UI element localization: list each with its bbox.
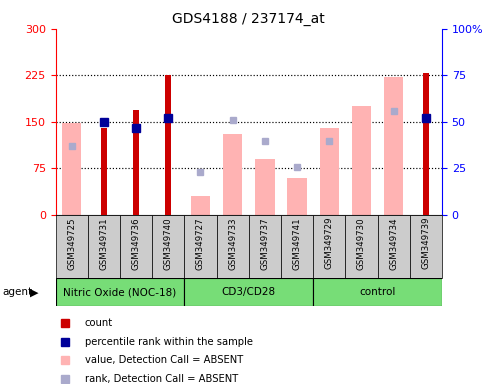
Bar bbox=[120, 215, 152, 278]
Bar bbox=[410, 215, 442, 278]
Text: GSM349737: GSM349737 bbox=[260, 217, 270, 270]
Text: GSM349733: GSM349733 bbox=[228, 217, 237, 270]
Text: GSM349727: GSM349727 bbox=[196, 217, 205, 270]
Bar bbox=[133, 109, 139, 215]
Bar bbox=[216, 215, 249, 278]
Text: CD3/CD28: CD3/CD28 bbox=[222, 287, 276, 297]
Bar bbox=[152, 215, 185, 278]
Bar bbox=[185, 278, 313, 306]
Text: GSM349739: GSM349739 bbox=[421, 217, 430, 270]
Bar bbox=[378, 215, 410, 278]
Bar bbox=[191, 197, 210, 215]
Bar bbox=[281, 215, 313, 278]
Bar bbox=[223, 134, 242, 215]
Text: control: control bbox=[359, 287, 396, 297]
Text: GSM349730: GSM349730 bbox=[357, 217, 366, 270]
Bar bbox=[287, 178, 307, 215]
Bar bbox=[165, 75, 171, 215]
Bar bbox=[56, 278, 185, 306]
Bar bbox=[62, 123, 81, 215]
Text: count: count bbox=[85, 318, 113, 328]
Text: GSM349741: GSM349741 bbox=[293, 217, 301, 270]
Text: GSM349734: GSM349734 bbox=[389, 217, 398, 270]
Bar bbox=[249, 215, 281, 278]
Bar bbox=[352, 106, 371, 215]
Bar bbox=[88, 215, 120, 278]
Text: GSM349731: GSM349731 bbox=[99, 217, 108, 270]
Title: GDS4188 / 237174_at: GDS4188 / 237174_at bbox=[172, 12, 325, 26]
Text: GSM349725: GSM349725 bbox=[67, 217, 76, 270]
Bar bbox=[384, 77, 403, 215]
Bar bbox=[345, 215, 378, 278]
Text: ▶: ▶ bbox=[30, 287, 39, 297]
Bar bbox=[185, 215, 216, 278]
Bar bbox=[423, 73, 429, 215]
Bar bbox=[313, 278, 442, 306]
Bar bbox=[255, 159, 274, 215]
Text: GSM349729: GSM349729 bbox=[325, 217, 334, 270]
Bar bbox=[56, 215, 88, 278]
Bar bbox=[313, 215, 345, 278]
Text: Nitric Oxide (NOC-18): Nitric Oxide (NOC-18) bbox=[63, 287, 177, 297]
Bar bbox=[320, 128, 339, 215]
Text: GSM349736: GSM349736 bbox=[131, 217, 141, 270]
Text: agent: agent bbox=[2, 287, 32, 297]
Bar bbox=[100, 128, 107, 215]
Text: rank, Detection Call = ABSENT: rank, Detection Call = ABSENT bbox=[85, 374, 238, 384]
Text: percentile rank within the sample: percentile rank within the sample bbox=[85, 337, 253, 347]
Text: value, Detection Call = ABSENT: value, Detection Call = ABSENT bbox=[85, 355, 243, 365]
Text: GSM349740: GSM349740 bbox=[164, 217, 173, 270]
